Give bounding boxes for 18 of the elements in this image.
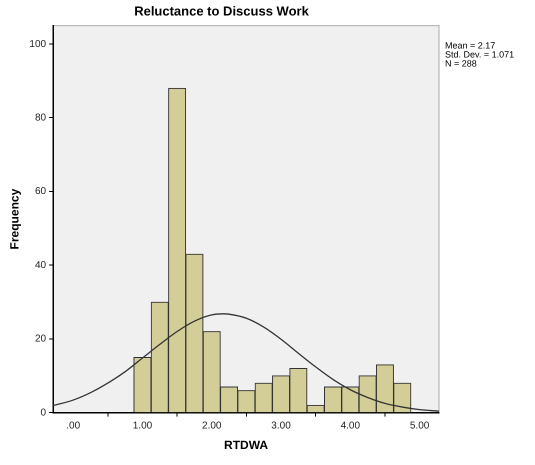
x-axis-title: RTDWA [224, 438, 268, 452]
y-tick-label: 80 [34, 112, 47, 124]
y-tick-label: 0 [40, 407, 47, 418]
chart-title: Reluctance to Discuss Work [134, 3, 310, 18]
y-tick-label: 100 [29, 38, 47, 50]
x-tick-label: 2.00 [202, 420, 222, 432]
y-tick-label: 20 [34, 334, 47, 345]
x-tick-label: 5.00 [410, 420, 430, 432]
text: Std. Dev. = 1.071 [445, 50, 514, 60]
y-axis-title: Frequency [8, 188, 22, 250]
x-tick-label: 3.00 [271, 420, 292, 432]
x-tick-label: 4.00 [340, 420, 360, 432]
y-tick-label: 60 [34, 186, 47, 198]
text: N = 288 [445, 58, 477, 69]
x-tick-label: .00 [66, 420, 81, 432]
x-tick-label: 1.00 [132, 420, 153, 432]
y-tick-label: 40 [34, 260, 47, 271]
text: Mean = 2.17 [445, 40, 496, 51]
